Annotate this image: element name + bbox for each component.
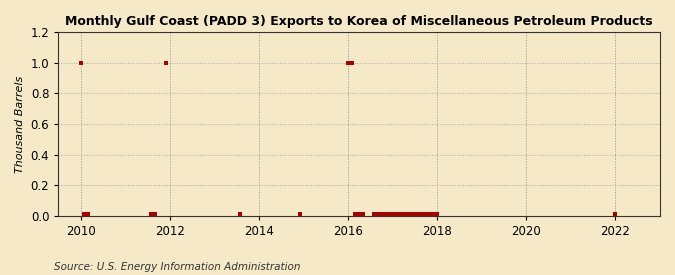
Title: Monthly Gulf Coast (PADD 3) Exports to Korea of Miscellaneous Petroleum Products: Monthly Gulf Coast (PADD 3) Exports to K… (65, 15, 653, 28)
Y-axis label: Thousand Barrels: Thousand Barrels (15, 75, 25, 173)
Text: Source: U.S. Energy Information Administration: Source: U.S. Energy Information Administ… (54, 262, 300, 272)
